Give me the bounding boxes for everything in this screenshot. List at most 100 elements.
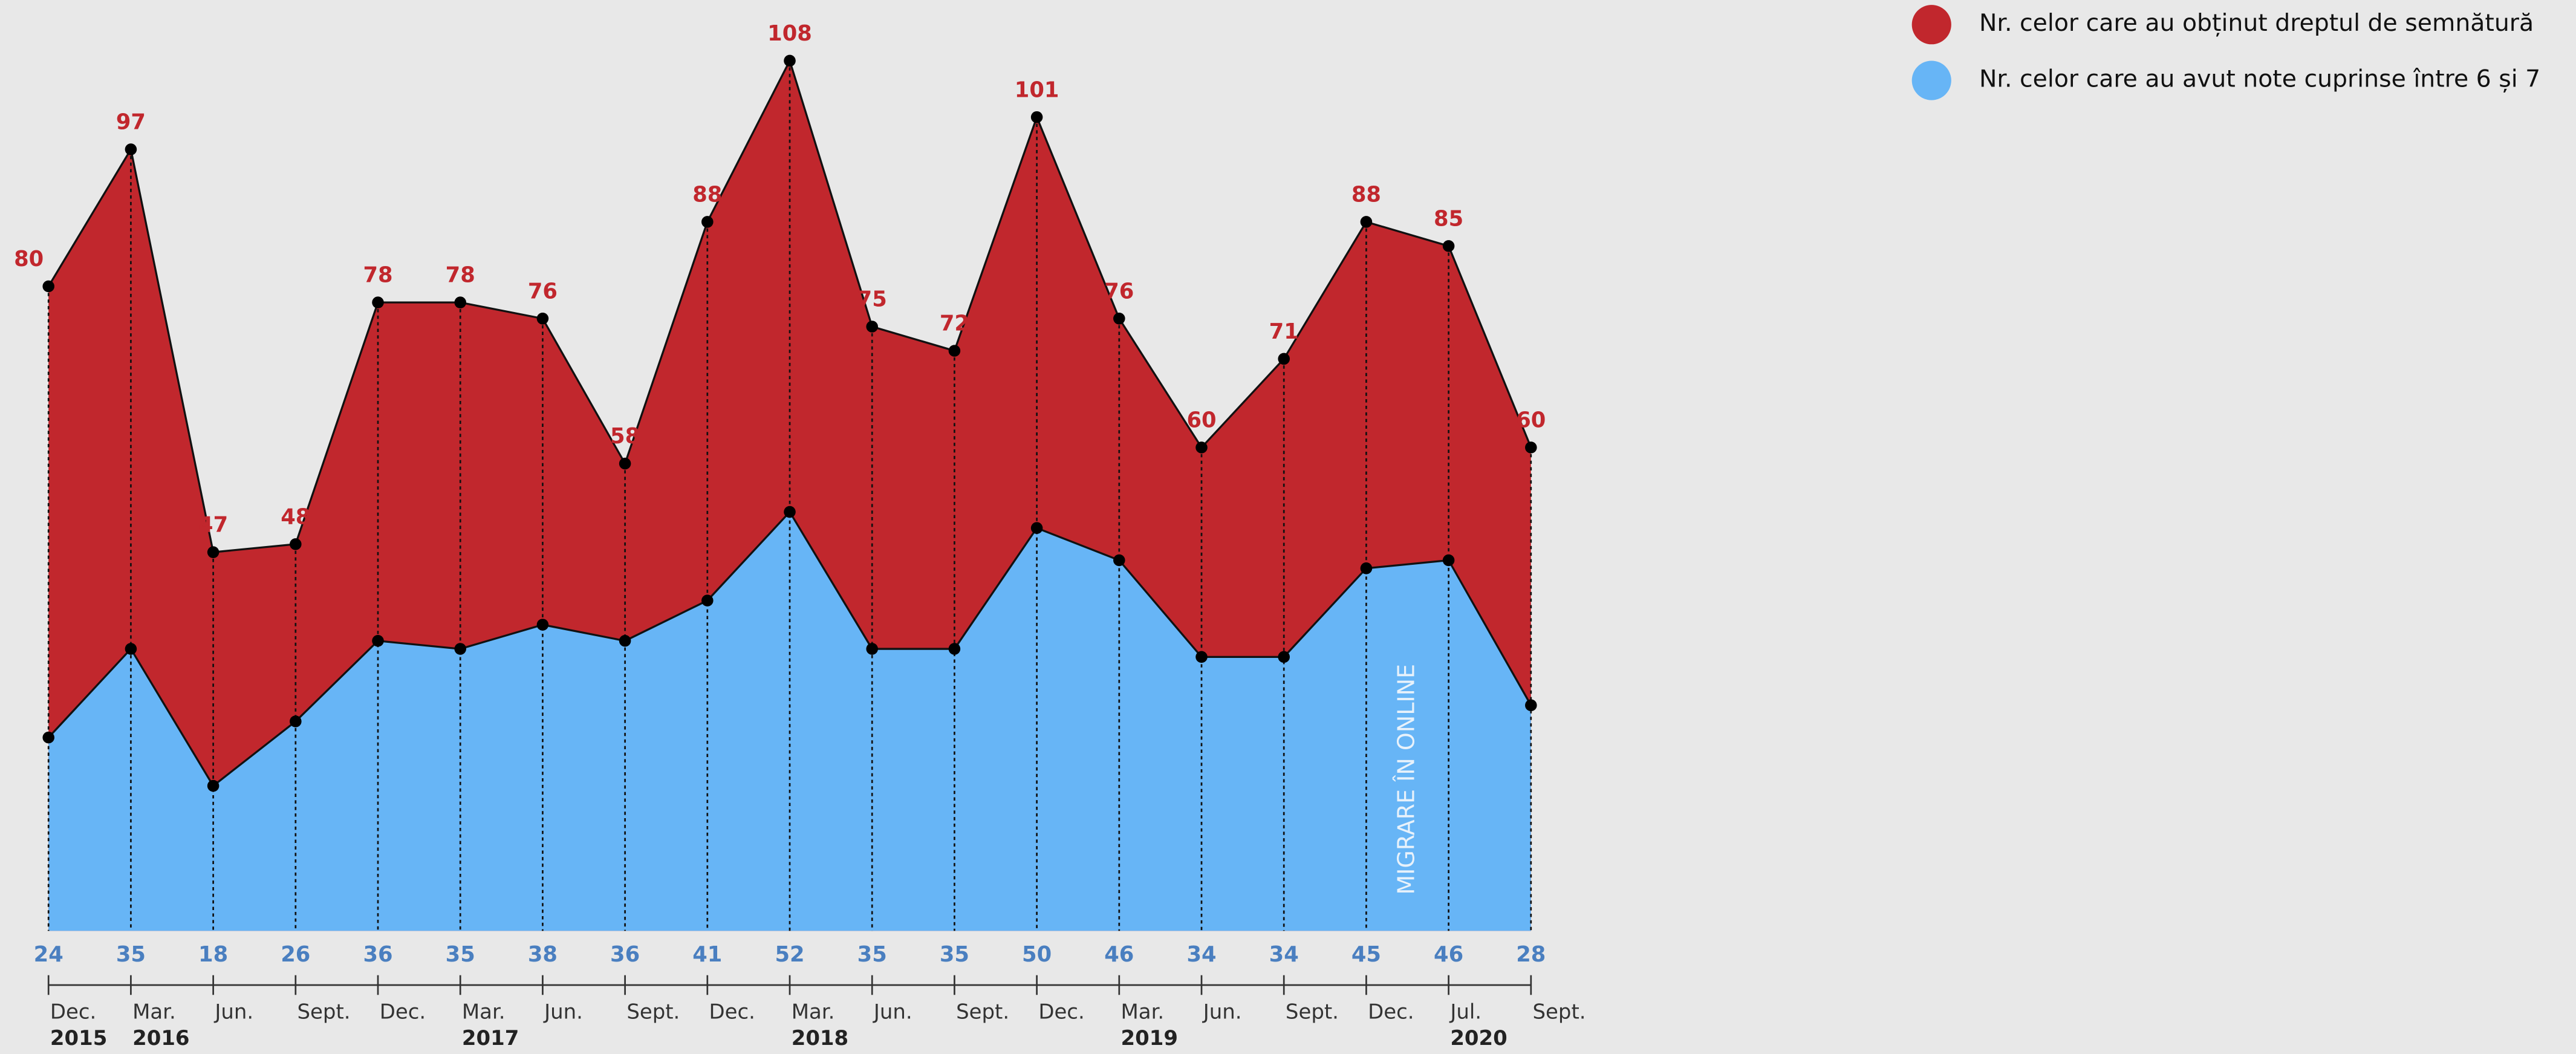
point — [1195, 441, 1208, 454]
value-label: 34 — [1186, 942, 1216, 967]
x-tick-label: Jun. — [1202, 1001, 1242, 1024]
value-label: 58 — [610, 424, 640, 449]
point — [1525, 441, 1537, 454]
value-label: 60 — [1186, 408, 1216, 433]
value-label: 75 — [857, 287, 887, 312]
x-tick-label: Sept. — [298, 1001, 351, 1024]
point — [1195, 651, 1208, 663]
value-label: 46 — [1434, 942, 1463, 967]
x-tick-label: Sept. — [956, 1001, 1009, 1024]
point — [866, 643, 878, 655]
legend-label: Nr. celor care au avut note cuprinse înt… — [1979, 65, 2540, 93]
x-tick-label: Sept. — [1533, 1001, 1586, 1024]
value-label: 28 — [1516, 942, 1546, 967]
value-label: 50 — [1022, 942, 1052, 967]
x-year-label: 2015 — [50, 1027, 107, 1050]
x-tick-label: Dec. — [380, 1001, 426, 1024]
x-tick-label: Mar. — [132, 1001, 176, 1024]
point — [42, 731, 54, 744]
point — [1113, 313, 1125, 325]
legend-swatch — [1911, 60, 1951, 100]
value-label: 35 — [940, 942, 969, 967]
value-label: 48 — [281, 504, 310, 529]
value-label: 35 — [446, 942, 475, 967]
x-tick-label: Jul. — [1449, 1001, 1482, 1024]
value-label: 35 — [116, 942, 146, 967]
point — [372, 634, 384, 647]
area — [48, 512, 1531, 931]
x-year-label: 2020 — [1450, 1027, 1507, 1050]
x-year-label: 2018 — [792, 1027, 848, 1050]
point — [1442, 240, 1455, 252]
value-label: 60 — [1516, 408, 1546, 433]
value-label: 36 — [610, 942, 640, 967]
point — [1278, 651, 1290, 663]
value-label: 85 — [1434, 206, 1463, 231]
point — [948, 643, 961, 655]
x-tick-label: Mar. — [1121, 1001, 1165, 1024]
point — [207, 546, 220, 558]
point — [784, 506, 796, 518]
point — [536, 313, 549, 325]
point — [290, 538, 302, 550]
x-year-label: 2019 — [1121, 1027, 1178, 1050]
legend-label: Nr. celor care au obținut dreptul de sem… — [1979, 9, 2534, 37]
point — [948, 345, 961, 357]
x-tick-label: Sept. — [1286, 1001, 1339, 1024]
annotation: MIGRARE ÎN ONLINE — [1393, 664, 1420, 895]
value-label: 78 — [363, 263, 392, 288]
point — [866, 320, 878, 333]
value-label: 26 — [281, 942, 310, 967]
value-label: 47 — [198, 513, 228, 538]
point — [42, 280, 54, 293]
point — [1525, 699, 1537, 712]
point — [619, 634, 631, 647]
value-label: 97 — [116, 110, 146, 135]
value-label: 76 — [528, 279, 558, 304]
point — [290, 715, 302, 727]
point — [619, 457, 631, 470]
value-label: 108 — [767, 21, 812, 46]
value-label: 45 — [1351, 942, 1381, 967]
point — [1278, 353, 1290, 365]
point — [701, 216, 714, 228]
value-label: 46 — [1104, 942, 1134, 967]
point — [1360, 562, 1373, 574]
point — [125, 143, 137, 155]
point — [1030, 111, 1043, 123]
x-year-label: 2016 — [132, 1027, 189, 1050]
x-tick-label: Mar. — [462, 1001, 506, 1024]
point — [125, 643, 137, 655]
x-tick-label: Sept. — [626, 1001, 680, 1024]
x-tick-label: Jun. — [213, 1001, 253, 1024]
value-label: 24 — [34, 942, 63, 967]
value-label: 101 — [1015, 77, 1059, 102]
point — [454, 643, 466, 655]
point — [1360, 216, 1373, 228]
x-tick-label: Mar. — [792, 1001, 835, 1024]
value-label: 88 — [1351, 182, 1381, 207]
value-label: 38 — [528, 942, 558, 967]
x-tick-label: Dec. — [1368, 1001, 1414, 1024]
point — [372, 296, 384, 308]
value-label: 35 — [857, 942, 887, 967]
value-label: 36 — [363, 942, 392, 967]
x-tick-label: Dec. — [1038, 1001, 1084, 1024]
x-year-label: 2017 — [462, 1027, 519, 1050]
x-tick-label: Jun. — [543, 1001, 583, 1024]
value-label: 34 — [1269, 942, 1299, 967]
point — [1030, 522, 1043, 534]
x-tick-label: Jun. — [873, 1001, 912, 1024]
x-tick-label: Dec. — [709, 1001, 755, 1024]
value-label: 18 — [198, 942, 228, 967]
x-tick-label: Dec. — [50, 1001, 96, 1024]
value-label: 78 — [446, 263, 475, 288]
point — [454, 296, 466, 308]
value-label: 71 — [1269, 319, 1299, 344]
point — [701, 594, 714, 607]
point — [207, 779, 220, 792]
value-label: 76 — [1104, 279, 1134, 304]
value-label: 72 — [940, 311, 969, 336]
